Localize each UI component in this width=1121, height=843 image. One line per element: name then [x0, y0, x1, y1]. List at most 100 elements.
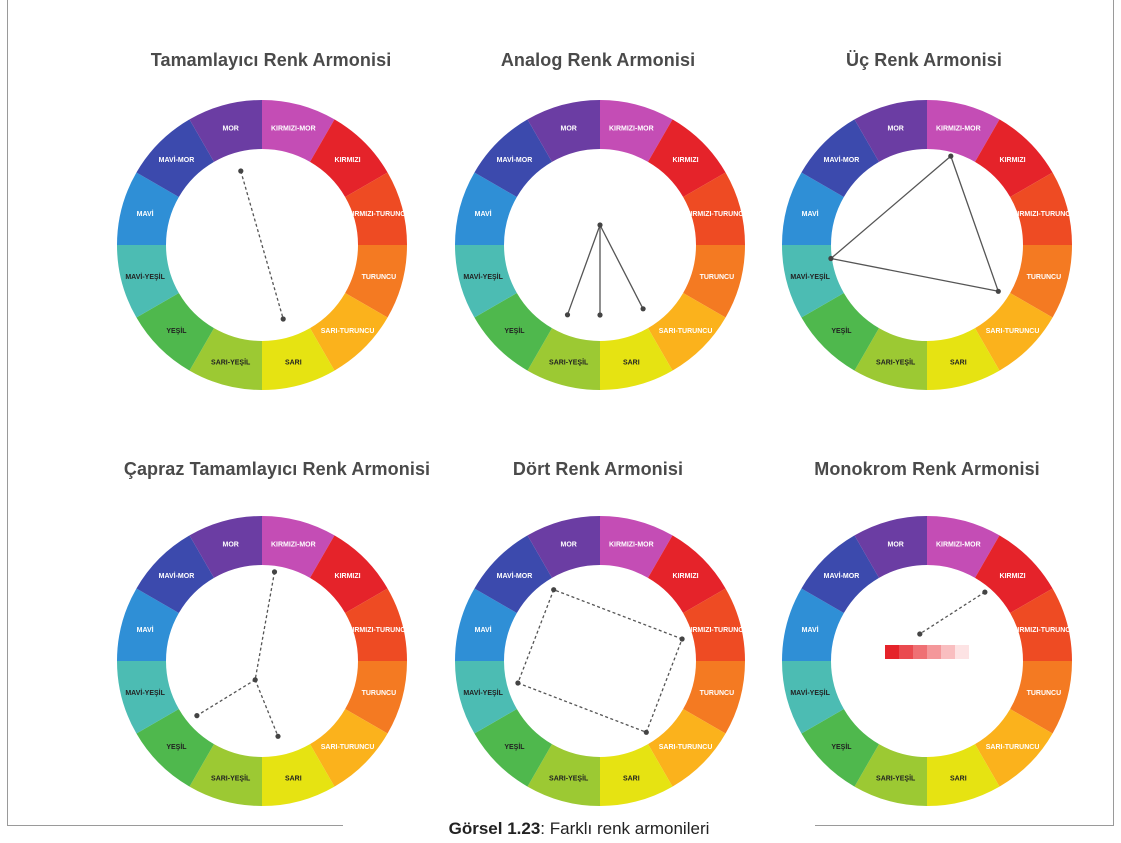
frame-left-border	[7, 0, 8, 826]
harmony-connector-dot	[597, 312, 603, 318]
wheel-segment-kirmizi-mor	[927, 100, 1000, 162]
wheel-segment-label: SARI-YEŞİL	[211, 774, 251, 782]
wheel-segment-label: YEŞİL	[166, 743, 187, 751]
wheel-segment-kirmizi-turuncu	[683, 172, 745, 245]
harmony-connector-dot	[275, 733, 281, 739]
harmony-connector-dot	[948, 153, 954, 159]
wheel-segment-mavi-	[782, 588, 844, 661]
wheel-segment-sari-yesi-l	[854, 744, 927, 806]
wheel-segment-label: MAVİ-MOR	[824, 156, 860, 164]
wheel-segment-label: MOR	[561, 126, 577, 133]
harmony-connector-dot	[917, 631, 923, 637]
wheel-segment-label: MAVİ-YEŞİL	[125, 689, 165, 697]
wheel-segment-kirmizi-turuncu	[345, 172, 407, 245]
wheel-segment-turuncu	[1010, 245, 1072, 318]
panel-title-split-complementary: Çapraz Tamamlayıcı Renk Armonisi	[123, 459, 431, 479]
wheel-segment-label: MAVİ-MOR	[159, 572, 195, 580]
harmony-connector-line	[830, 257, 999, 292]
wheel-segment-mavi-mor	[474, 119, 552, 197]
wheel-segment-kirmizi	[975, 119, 1053, 197]
color-wheel-analog: KIRMIZI-MOR KIRMIZI KIRMIZI-TURUNCU TURUNCU…	[455, 100, 748, 390]
wheel-segment-mor	[854, 516, 927, 578]
wheel-segment-label: SARI-TURUNCU	[321, 744, 375, 751]
wheel-segment-label: MAVİ	[475, 210, 492, 218]
wheel-segment-label: MAVİ-MOR	[824, 572, 860, 580]
frame-bottom-border-left	[7, 825, 343, 826]
wheel-segment-label: MAVİ-YEŞİL	[790, 273, 830, 281]
harmony-connector-line	[830, 155, 952, 259]
monochrome-swatch	[913, 645, 927, 659]
wheel-segment-label: KIRMIZI-TURUNCU	[347, 211, 410, 218]
color-wheel-split-complementary: KIRMIZI-MOR KIRMIZI KIRMIZI-TURUNCU TURUNCU…	[117, 516, 410, 806]
wheel-segment-label: KIRMIZI	[673, 573, 699, 580]
wheel-segment-mavi-mor	[136, 119, 214, 197]
harmony-connector-line	[950, 155, 999, 292]
panel-title-tetrad: Dört Renk Armonisi	[512, 459, 684, 479]
harmony-connector-line	[240, 170, 284, 320]
figure-caption: Görsel 1.23: Farklı renk armonileri	[343, 814, 815, 843]
wheel-segment-mavi-	[455, 588, 517, 661]
wheel-segment-sari-turuncu	[648, 293, 726, 371]
wheel-segment-label: KIRMIZI-MOR	[609, 542, 654, 549]
wheel-segment-label: MAVİ-MOR	[159, 156, 195, 164]
wheel-segment-sari	[262, 328, 335, 390]
wheel-segment-label: SARI-TURUNCU	[986, 328, 1040, 335]
wheel-segment-mavi-yesi-l	[117, 245, 179, 318]
wheel-segment-sari-turuncu	[975, 293, 1053, 371]
wheel-segment-label: SARI	[285, 359, 302, 366]
harmony-connector-line	[517, 682, 647, 733]
color-wheel-svg: KIRMIZI-MOR KIRMIZI KIRMIZI-TURUNCU TURUNCU…	[782, 516, 1075, 806]
harmony-connector-line	[196, 679, 256, 717]
wheel-segment-mavi-	[782, 172, 844, 245]
harmony-connector-dot	[252, 677, 258, 683]
wheel-segment-label: MOR	[223, 126, 239, 133]
figure-caption-label: Görsel 1.23	[448, 819, 541, 838]
wheel-segment-mor	[189, 516, 262, 578]
frame-right-border	[1113, 0, 1114, 826]
wheel-segment-label: KIRMIZI-MOR	[271, 126, 316, 133]
wheel-segment-mavi-	[455, 172, 517, 245]
wheel-segment-label: SARI	[950, 359, 967, 366]
color-wheel-svg: KIRMIZI-MOR KIRMIZI KIRMIZI-TURUNCU TURUNCU…	[455, 516, 748, 806]
harmony-connector-dot	[271, 569, 278, 575]
wheel-segment-label: MAVİ	[475, 626, 492, 634]
wheel-segment-label: SARI-YEŞİL	[211, 358, 251, 366]
wheel-segment-turuncu	[1010, 661, 1072, 734]
wheel-segment-label: TURUNCU	[700, 274, 735, 281]
wheel-segment-label: KIRMIZI-MOR	[271, 542, 316, 549]
wheel-segment-label: KIRMIZI	[335, 573, 361, 580]
color-wheel-tetrad: KIRMIZI-MOR KIRMIZI KIRMIZI-TURUNCU TURUNCU…	[455, 516, 748, 806]
panel-title-triad: Üç Renk Armonisi	[846, 50, 1002, 70]
wheel-segment-label: MAVİ-MOR	[497, 572, 533, 580]
figure-caption-text: : Farklı renk armonileri	[540, 819, 710, 838]
harmony-connector-dot	[995, 288, 1001, 294]
wheel-segment-turuncu	[683, 661, 745, 734]
wheel-segment-kirmizi	[975, 535, 1053, 613]
wheel-segment-kirmizi-mor	[262, 100, 335, 162]
wheel-segment-label: TURUNCU	[1027, 274, 1062, 281]
wheel-segment-label: KIRMIZI	[673, 157, 699, 164]
wheel-segment-label: KIRMIZI-TURUNCU	[347, 627, 410, 634]
wheel-segment-label: MAVİ-YEŞİL	[463, 273, 503, 281]
wheel-segment-kirmizi-turuncu	[683, 588, 745, 661]
wheel-segment-label: KIRMIZI	[1000, 573, 1026, 580]
wheel-segment-mavi-mor	[801, 535, 879, 613]
harmony-connector-dot	[551, 587, 557, 593]
wheel-segment-mavi-mor	[136, 535, 214, 613]
wheel-segment-kirmizi-mor	[600, 516, 673, 578]
wheel-segment-label: KIRMIZI-TURUNCU	[685, 211, 748, 218]
harmony-connector-dot	[238, 168, 244, 174]
wheel-segment-label: TURUNCU	[362, 690, 397, 697]
color-wheel-triad: KIRMIZI-MOR KIRMIZI KIRMIZI-TURUNCU TURUNCU…	[782, 100, 1075, 390]
harmony-connector-dot	[640, 306, 646, 312]
wheel-segment-label: YEŞİL	[504, 327, 525, 335]
wheel-segment-yesi-l	[474, 709, 552, 787]
monochrome-swatch	[955, 645, 969, 659]
wheel-segment-mavi-	[117, 588, 179, 661]
panel-title-monochrome: Monokrom Renk Armonisi	[814, 459, 1040, 479]
wheel-segment-sari-turuncu	[310, 293, 388, 371]
color-wheel-complementary: KIRMIZI-MOR KIRMIZI KIRMIZI-TURUNCU TURUNCU…	[117, 100, 410, 390]
color-wheel-svg: KIRMIZI-MOR KIRMIZI KIRMIZI-TURUNCU TURUNCU…	[117, 516, 410, 806]
wheel-segment-label: TURUNCU	[700, 690, 735, 697]
wheel-segment-kirmizi	[310, 535, 388, 613]
